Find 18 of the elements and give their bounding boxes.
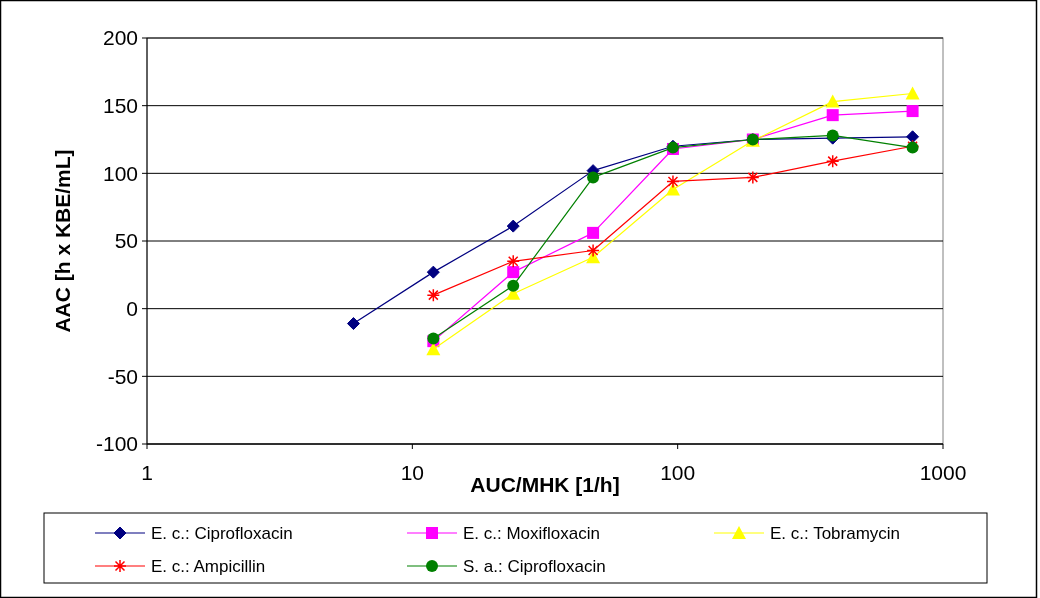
y-tick-label: 50 xyxy=(114,229,138,253)
y-tick-label: 100 xyxy=(102,161,138,185)
legend-label: E. c.: Tobramycin xyxy=(770,523,901,543)
y-axis-title: AAC [h x KBE/mL] xyxy=(51,149,74,333)
x-tick-label: 100 xyxy=(660,461,696,484)
legend-label: S. a.: Ciprofloxacin xyxy=(463,556,606,576)
legend-label: E. c.: Moxifloxacin xyxy=(463,523,600,543)
y-tick-label: 0 xyxy=(126,297,138,321)
y-tick-label: -50 xyxy=(107,364,138,388)
x-tick-label: 1 xyxy=(141,461,153,484)
y-tick-label: 200 xyxy=(102,26,138,50)
x-axis-title: AUC/MHK [1/h] xyxy=(470,473,620,496)
x-tick-label: 1000 xyxy=(919,461,967,484)
legend-label: E. c.: Ciprofloxacin xyxy=(151,523,293,543)
x-tick-label: 10 xyxy=(400,461,425,484)
y-tick-label: -100 xyxy=(95,432,138,456)
legend-label: E. c.: Ampicillin xyxy=(151,556,266,576)
y-tick-label: 150 xyxy=(102,94,138,118)
